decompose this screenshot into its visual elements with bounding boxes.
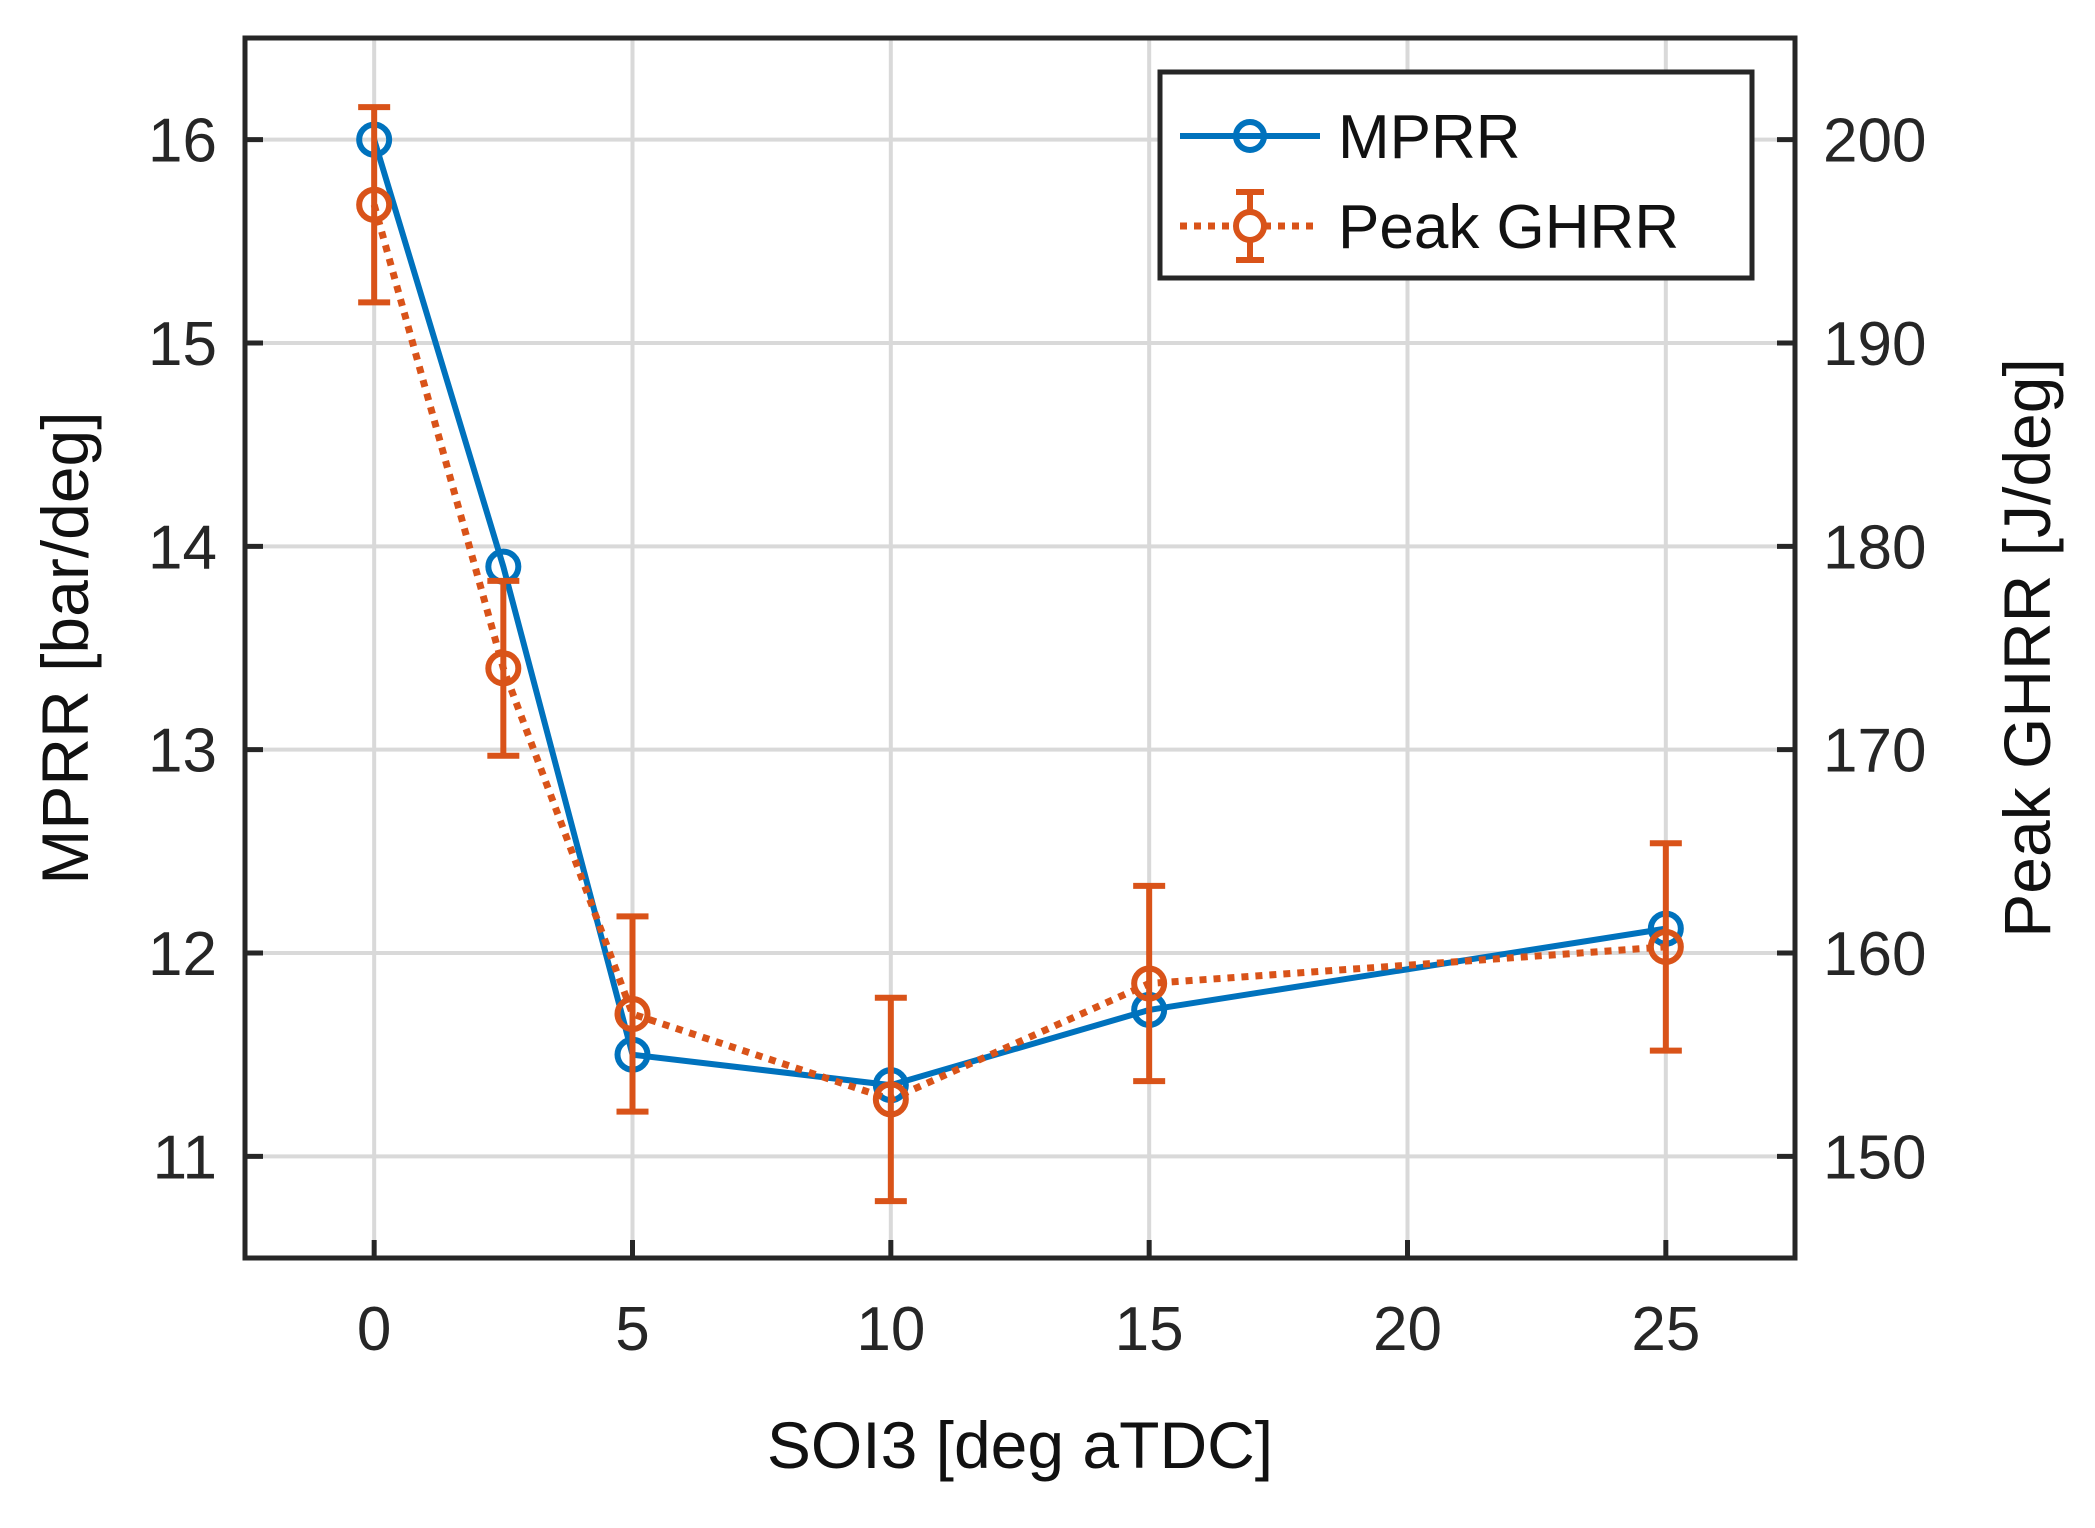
y-left-tick-label: 11 <box>153 1123 217 1192</box>
x-tick-label: 10 <box>856 1295 925 1364</box>
y-left-tick-label: 13 <box>148 717 217 786</box>
data-point <box>1131 965 1168 1002</box>
y-left-tick-label: 12 <box>148 920 217 989</box>
x-axis-label: SOI3 [deg aTDC] <box>767 1408 1273 1482</box>
x-tick-label: 15 <box>1115 1295 1184 1364</box>
x-tick-label: 25 <box>1631 1295 1700 1364</box>
y-axis-right-label: Peak GHRR [J/deg] <box>1990 358 2064 938</box>
data-point <box>1647 928 1684 965</box>
y-right-tick-label: 170 <box>1823 717 1926 786</box>
data-point <box>614 996 651 1032</box>
series-peak-ghrr <box>356 104 1684 1205</box>
data-point <box>485 650 522 687</box>
x-tick-label: 5 <box>615 1295 649 1364</box>
y-right-tick-label: 190 <box>1823 310 1926 379</box>
legend-marker <box>1233 209 1267 243</box>
y-right-tick-label: 160 <box>1823 920 1926 989</box>
y-left-tick-label: 15 <box>148 310 217 379</box>
data-point <box>356 186 393 223</box>
plot-area-frame <box>242 35 1798 1261</box>
y-axis-left-label: MPRR [bar/deg] <box>28 411 102 884</box>
y-left-tick-label: 14 <box>148 513 217 582</box>
y-right-tick-label: 150 <box>1823 1123 1926 1192</box>
series-line <box>371 138 1667 1089</box>
legend: MPRR Peak GHRR <box>1157 69 1755 281</box>
legend-box <box>1157 69 1755 281</box>
y-right-tick-label: 180 <box>1823 513 1926 582</box>
data-point <box>872 1081 909 1118</box>
y-right-tick-label: 200 <box>1823 107 1926 176</box>
legend-marker <box>1233 119 1267 153</box>
axis-ticks: 0 5 10 15 20 25 11 12 13 14 15 16 150 160 170 180 190 200 <box>148 107 1926 1364</box>
y-left-tick-label: 16 <box>148 107 217 176</box>
x-tick-label: 20 <box>1373 1295 1442 1364</box>
legend-label: MPRR <box>1338 103 1521 172</box>
plot-series <box>356 104 1684 1205</box>
legend-label: Peak GHRR <box>1338 193 1679 262</box>
x-tick-label: 0 <box>357 1295 391 1364</box>
series-line <box>370 203 1667 1103</box>
